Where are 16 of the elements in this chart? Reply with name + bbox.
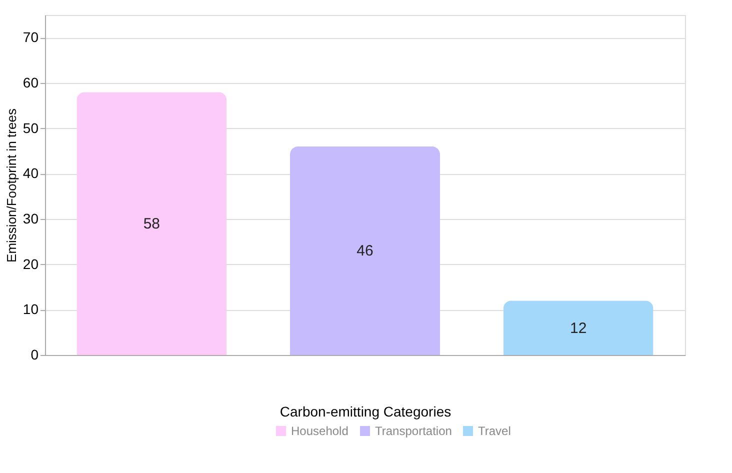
legend-label: Household bbox=[291, 424, 348, 438]
legend-label: Transportation bbox=[375, 424, 452, 438]
y-tick-label: 40 bbox=[22, 165, 39, 182]
y-tick-label: 50 bbox=[22, 120, 39, 136]
y-tick-label: 70 bbox=[22, 29, 39, 46]
y-axis-title: Emission/Footprint in trees bbox=[4, 108, 19, 262]
y-tick-label: 0 bbox=[30, 346, 39, 362]
y-tick-label: 30 bbox=[22, 210, 39, 226]
y-tick-label: 20 bbox=[22, 256, 39, 272]
x-axis-title: Carbon-emitting Categories bbox=[280, 404, 452, 420]
data-label: 46 bbox=[356, 242, 374, 260]
data-label: 58 bbox=[143, 216, 160, 233]
y-tick-label: 60 bbox=[22, 74, 39, 90]
data-label: 12 bbox=[570, 320, 587, 337]
y-tick-label: 10 bbox=[22, 301, 39, 318]
legend-label: Travel bbox=[478, 424, 511, 438]
